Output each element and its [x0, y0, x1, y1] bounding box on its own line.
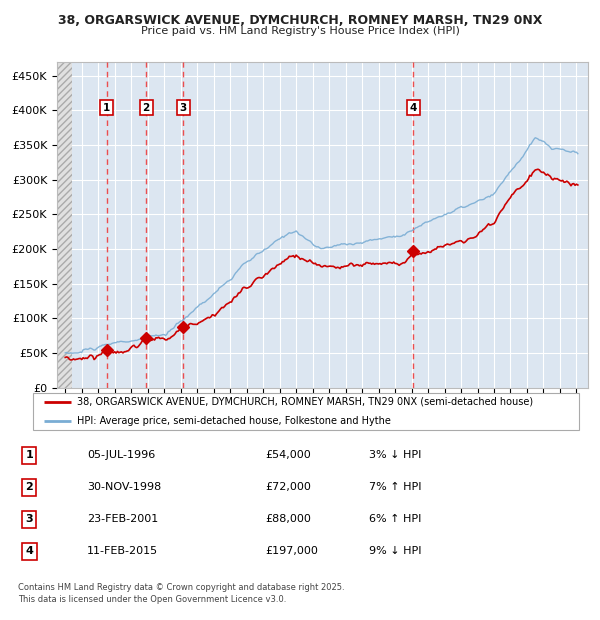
Text: £54,000: £54,000 [265, 450, 311, 460]
Text: Price paid vs. HM Land Registry's House Price Index (HPI): Price paid vs. HM Land Registry's House … [140, 26, 460, 36]
Text: 05-JUL-1996: 05-JUL-1996 [87, 450, 155, 460]
Text: 1: 1 [25, 450, 33, 460]
FancyBboxPatch shape [33, 394, 579, 430]
Text: 3% ↓ HPI: 3% ↓ HPI [369, 450, 421, 460]
Text: £72,000: £72,000 [265, 482, 311, 492]
Text: HPI: Average price, semi-detached house, Folkestone and Hythe: HPI: Average price, semi-detached house,… [77, 416, 391, 426]
Text: Contains HM Land Registry data © Crown copyright and database right 2025.
This d: Contains HM Land Registry data © Crown c… [18, 583, 344, 604]
Bar [57, 62, 72, 388]
Text: 4: 4 [410, 102, 417, 113]
Text: 3: 3 [25, 515, 33, 525]
Text: 38, ORGARSWICK AVENUE, DYMCHURCH, ROMNEY MARSH, TN29 0NX: 38, ORGARSWICK AVENUE, DYMCHURCH, ROMNEY… [58, 14, 542, 27]
Text: £88,000: £88,000 [265, 515, 311, 525]
Text: 9% ↓ HPI: 9% ↓ HPI [369, 546, 422, 556]
Text: 1: 1 [103, 102, 110, 113]
Text: 11-FEB-2015: 11-FEB-2015 [87, 546, 158, 556]
Text: 6% ↑ HPI: 6% ↑ HPI [369, 515, 421, 525]
Text: 38, ORGARSWICK AVENUE, DYMCHURCH, ROMNEY MARSH, TN29 0NX (semi-detached house): 38, ORGARSWICK AVENUE, DYMCHURCH, ROMNEY… [77, 397, 533, 407]
Text: £197,000: £197,000 [265, 546, 319, 556]
Text: 3: 3 [179, 102, 187, 113]
Text: 4: 4 [25, 546, 33, 556]
Text: 2: 2 [25, 482, 33, 492]
Text: 2: 2 [143, 102, 150, 113]
Text: 30-NOV-1998: 30-NOV-1998 [87, 482, 161, 492]
Text: 7% ↑ HPI: 7% ↑ HPI [369, 482, 422, 492]
Text: 23-FEB-2001: 23-FEB-2001 [87, 515, 158, 525]
